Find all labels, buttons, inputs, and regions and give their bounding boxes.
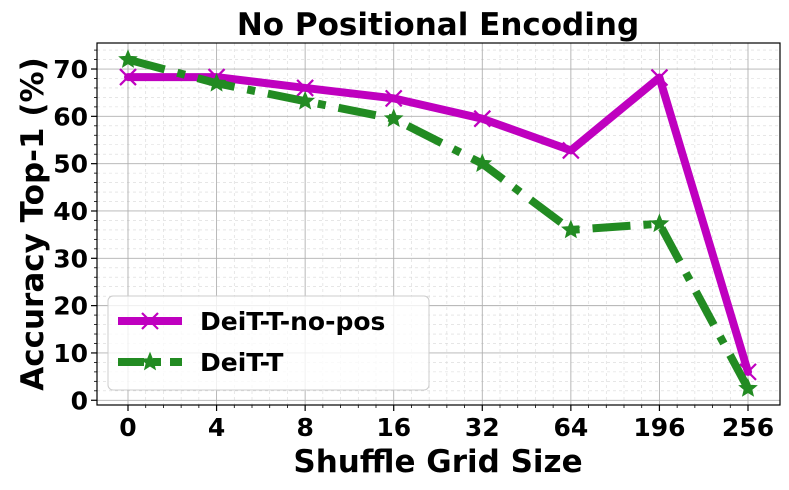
x-tick-label: 256 bbox=[722, 413, 774, 442]
data-point bbox=[384, 89, 403, 108]
y-tick-label: 0 bbox=[71, 386, 88, 415]
legend-marker bbox=[141, 312, 159, 330]
x-tick-label: 196 bbox=[633, 413, 685, 442]
legend-marker-deit-t-no-pos bbox=[141, 312, 159, 330]
legend-label-deit-t: DeiT-T bbox=[200, 348, 283, 377]
plot-frame bbox=[96, 42, 781, 406]
series-deit-t bbox=[118, 49, 758, 397]
series-line bbox=[124, 73, 752, 376]
legend: DeiT-T-no-pos DeiT-T bbox=[107, 295, 430, 391]
y-tick-label: 60 bbox=[53, 102, 88, 131]
x-tick-label: 16 bbox=[376, 413, 411, 442]
x-tick-label: 8 bbox=[296, 413, 313, 442]
y-axis-label: Accuracy Top-1 (%) bbox=[15, 57, 51, 391]
legend-marker bbox=[140, 351, 160, 371]
data-point bbox=[472, 153, 493, 173]
y-tick-label: 50 bbox=[53, 150, 88, 179]
legend-label-deit-t-no-pos: DeiT-T-no-pos bbox=[200, 307, 385, 336]
data-point bbox=[473, 109, 492, 128]
data-point bbox=[206, 72, 227, 92]
data-point bbox=[649, 213, 670, 233]
data-point bbox=[738, 378, 758, 397]
legend-marker-deit-t bbox=[140, 351, 160, 371]
y-tick-label: 30 bbox=[53, 244, 88, 273]
data-point bbox=[383, 108, 404, 128]
series bbox=[118, 49, 758, 397]
series-deit-t-no-pos bbox=[119, 68, 757, 381]
x-tick-label: 0 bbox=[119, 413, 136, 442]
data-point bbox=[561, 219, 581, 239]
x-tick-label: 32 bbox=[465, 413, 500, 442]
data-point bbox=[118, 49, 138, 68]
data-point bbox=[562, 141, 580, 160]
ticks: 0 4 8 16 32 64 196 256 0 10 20 30 40 50 60 70 bbox=[53, 49, 774, 442]
legend-frame bbox=[107, 295, 430, 391]
data-point bbox=[296, 79, 314, 97]
chart-title: No Positional Encoding bbox=[237, 7, 639, 43]
data-point bbox=[650, 68, 669, 87]
x-tick-label: 64 bbox=[553, 413, 588, 442]
y-tick-label: 40 bbox=[53, 197, 88, 226]
y-tick-label: 70 bbox=[53, 55, 88, 84]
x-axis-label: Shuffle Grid Size bbox=[293, 444, 582, 480]
y-tick-label: 10 bbox=[53, 339, 88, 368]
x-tick-label: 4 bbox=[208, 413, 225, 442]
y-tick-label: 20 bbox=[53, 292, 88, 321]
series-line bbox=[126, 55, 752, 391]
data-point bbox=[119, 68, 137, 86]
data-point bbox=[295, 90, 315, 110]
